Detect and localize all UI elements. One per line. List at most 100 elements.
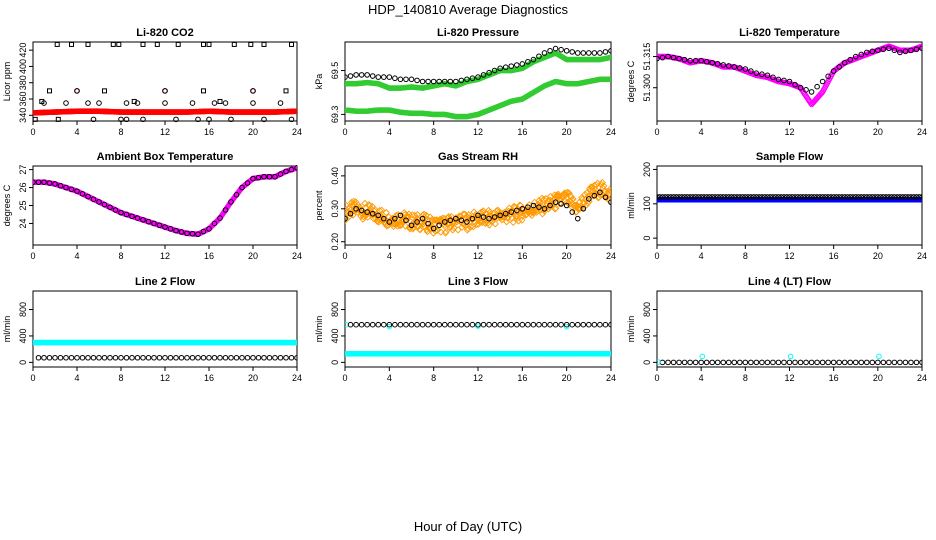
- panel-2: Li-820 Temperature degrees C 0 4 8 12 16 20 24 51…: [626, 27, 927, 137]
- data-point: [458, 223, 466, 231]
- data-point: [737, 194, 743, 200]
- data-point: [725, 194, 732, 200]
- data-point: [201, 41, 206, 47]
- x-tick-label: 12: [473, 127, 483, 137]
- data-point: [123, 116, 130, 122]
- data-point: [386, 321, 393, 328]
- data-point: [605, 190, 611, 198]
- data-point: [574, 50, 581, 56]
- data-points: [345, 45, 611, 120]
- data-point: [797, 84, 804, 91]
- data-point: [712, 194, 718, 200]
- data-point: [608, 199, 611, 206]
- data-point: [606, 187, 611, 195]
- data-point: [525, 204, 531, 210]
- data-point: [908, 359, 914, 366]
- data-point: [739, 194, 746, 200]
- data-point: [519, 205, 526, 212]
- data-point: [709, 194, 716, 200]
- x-tick-label: 0: [30, 251, 35, 261]
- data-point: [261, 41, 267, 47]
- data-point: [473, 221, 481, 229]
- data-point: [255, 174, 262, 181]
- data-point: [742, 359, 749, 366]
- data-point: [491, 214, 498, 220]
- data-point: [151, 220, 157, 227]
- data-point: [151, 354, 157, 361]
- y-tick-label: 420: [18, 43, 28, 58]
- data-point: [57, 182, 64, 189]
- data-point: [547, 202, 553, 209]
- data-point: [908, 194, 914, 200]
- x-tick-label: 0: [342, 251, 347, 261]
- data-point: [586, 184, 594, 193]
- data-point: [858, 359, 865, 366]
- data-point: [792, 359, 798, 366]
- data-point: [687, 57, 693, 64]
- data-point: [580, 321, 587, 328]
- data-point: [453, 215, 459, 222]
- data-point: [272, 354, 278, 361]
- data-point: [392, 215, 398, 222]
- data-point: [841, 359, 848, 366]
- data-point: [803, 359, 809, 366]
- data-point: [294, 108, 297, 115]
- data-point: [574, 321, 581, 328]
- data-point: [797, 194, 804, 200]
- data-point: [916, 194, 922, 200]
- data-point: [910, 194, 917, 200]
- data-point: [525, 321, 531, 328]
- data-point: [430, 321, 437, 328]
- y-tick-label: 0: [18, 360, 28, 365]
- data-point: [440, 221, 448, 230]
- x-tick-label: 8: [743, 251, 748, 261]
- data-point: [880, 194, 887, 200]
- data-point: [748, 68, 754, 74]
- data-point: [608, 76, 611, 83]
- x-tick-label: 8: [743, 127, 748, 137]
- data-point: [162, 88, 168, 94]
- data-point: [728, 194, 735, 200]
- data-point: [145, 218, 152, 225]
- data-point: [731, 194, 738, 200]
- data-point: [764, 194, 771, 200]
- data-point: [825, 194, 831, 200]
- data-point: [662, 194, 669, 200]
- data-point: [294, 339, 297, 346]
- data-point: [222, 100, 229, 106]
- data-point: [817, 194, 823, 200]
- data-point: [156, 222, 163, 229]
- data-point: [123, 211, 130, 218]
- data-point: [836, 194, 842, 200]
- data-point: [244, 354, 251, 361]
- data-point: [687, 194, 693, 200]
- panel-title: Ambient Box Temperature: [97, 151, 234, 163]
- data-point: [289, 41, 294, 47]
- data-point: [852, 53, 859, 60]
- panel-title: Sample Flow: [756, 151, 824, 163]
- data-point: [154, 41, 160, 47]
- data-point: [345, 201, 350, 209]
- data-point: [866, 194, 873, 200]
- data-point: [408, 222, 415, 229]
- data-point: [841, 194, 848, 200]
- data-point: [173, 354, 179, 361]
- y-tick-label: 69.5: [330, 62, 340, 80]
- data-point: [403, 217, 409, 224]
- data-point: [90, 196, 97, 203]
- data-point: [184, 354, 190, 361]
- data-point: [96, 199, 102, 205]
- data-point: [764, 72, 771, 79]
- data-point: [491, 321, 498, 328]
- data-point: [431, 227, 440, 235]
- data-point: [425, 321, 431, 328]
- data-point: [392, 321, 398, 328]
- data-point: [657, 194, 660, 200]
- data-point: [54, 41, 60, 47]
- plot-frame: [656, 290, 923, 368]
- panel-4: Gas Stream RH percent 0 4 8 12 16 20 24 0.20 0.30 0…: [314, 151, 616, 261]
- data-point: [709, 359, 716, 366]
- x-tick-label: 24: [917, 127, 927, 137]
- data-point: [676, 359, 682, 366]
